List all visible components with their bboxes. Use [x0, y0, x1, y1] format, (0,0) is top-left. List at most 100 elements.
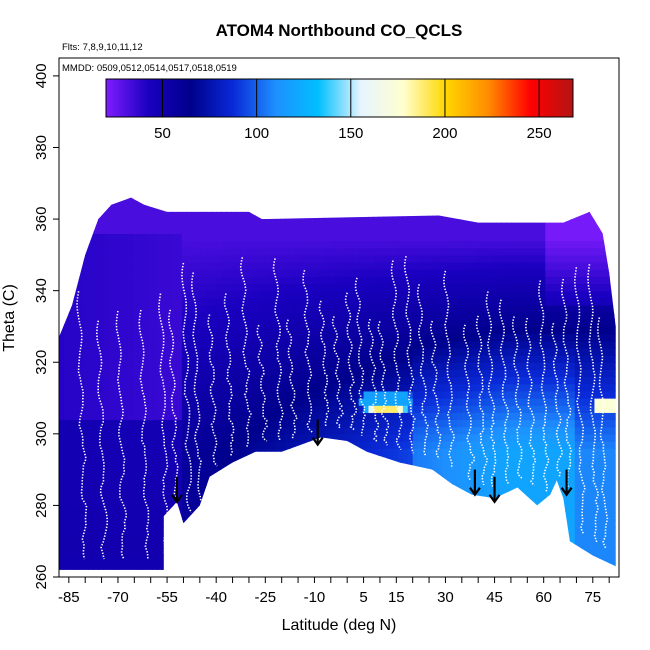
- heatmap-cell: [284, 476, 291, 485]
- heatmap-cell: [201, 491, 207, 499]
- heatmap-cell: [122, 197, 129, 199]
- heatmap-cell: [113, 247, 119, 256]
- heatmap-cell: [456, 254, 463, 263]
- heatmap-cell: [142, 519, 149, 528]
- heatmap-cell: [235, 233, 242, 242]
- heatmap-cell: [181, 491, 188, 499]
- heatmap-cell: [461, 262, 468, 270]
- heatmap-cell: [275, 262, 281, 270]
- heatmap-cell: [270, 383, 276, 392]
- heatmap-cell: [299, 548, 306, 557]
- heatmap-cell: [211, 211, 217, 220]
- heatmap-cell: [412, 355, 419, 363]
- heatmap-cell: [329, 340, 335, 349]
- heatmap-cell: [211, 283, 217, 292]
- heatmap-cell: [432, 297, 438, 306]
- heatmap-cell: [171, 383, 178, 392]
- heatmap-cell: [373, 290, 379, 299]
- heatmap-cell: [221, 412, 227, 421]
- heatmap-cell: [304, 312, 311, 320]
- heatmap-cell: [397, 369, 404, 378]
- heatmap-cell: [98, 419, 104, 428]
- heatmap-cell: [211, 534, 217, 542]
- heatmap-cell: [402, 448, 409, 456]
- heatmap-cell: [59, 283, 65, 292]
- heatmap-cell: [314, 297, 320, 306]
- heatmap-cell: [226, 548, 232, 557]
- heatmap-cell: [442, 398, 448, 406]
- heatmap-cell: [245, 426, 252, 435]
- heatmap-cell: [388, 254, 394, 263]
- heatmap-cell: [319, 226, 325, 234]
- heatmap-cell: [245, 483, 252, 492]
- heatmap-cell: [88, 219, 94, 227]
- heatmap-cell: [255, 562, 262, 570]
- heatmap-cell: [98, 390, 104, 399]
- heatmap-cell: [432, 211, 438, 220]
- heatmap-cell: [167, 412, 173, 421]
- heatmap-cell: [456, 333, 463, 342]
- heatmap-cell: [324, 505, 330, 514]
- heatmap-cell: [476, 204, 483, 213]
- heatmap-cell: [117, 204, 124, 213]
- heatmap-cell: [127, 304, 134, 313]
- heatmap-cell: [510, 476, 517, 485]
- heatmap-cell: [486, 398, 492, 406]
- heatmap-cell: [171, 297, 178, 306]
- heatmap-cell: [255, 398, 262, 406]
- heatmap-cell: [397, 355, 404, 363]
- heatmap-cell: [176, 541, 183, 549]
- heatmap-cell: [451, 262, 458, 270]
- heatmap-cell: [172, 570, 178, 578]
- heatmap-cell: [486, 390, 492, 399]
- heatmap-cell: [137, 519, 144, 528]
- heatmap-cell: [309, 376, 316, 385]
- heatmap-cell: [196, 498, 203, 507]
- heatmap-cell: [206, 254, 212, 263]
- heatmap-cell: [162, 362, 168, 370]
- heatmap-cell: [412, 412, 419, 421]
- heatmap-cell: [407, 211, 414, 220]
- heatmap-cell: [348, 269, 355, 277]
- heatmap-cell: [363, 390, 370, 399]
- heatmap-cell: [373, 247, 379, 256]
- heatmap-cell: [88, 534, 94, 542]
- heatmap-cell: [171, 390, 178, 399]
- heatmap-cell: [147, 211, 153, 220]
- heatmap-cell: [397, 304, 404, 313]
- heatmap-cell: [501, 462, 507, 471]
- heatmap-cell: [412, 541, 419, 549]
- heatmap-cell: [496, 254, 502, 263]
- heatmap-cell: [442, 491, 448, 499]
- heatmap-cell: [437, 541, 443, 549]
- heatmap-cell: [309, 197, 316, 199]
- heatmap-cell: [113, 433, 119, 442]
- heatmap-cell: [191, 426, 198, 435]
- heatmap-cell: [226, 541, 232, 549]
- heatmap-cell: [407, 462, 414, 471]
- heatmap-cell: [142, 197, 149, 206]
- heatmap-cell: [83, 340, 90, 349]
- heatmap-cell: [171, 312, 178, 320]
- heatmap-cell: [294, 326, 301, 335]
- heatmap-cell: [250, 398, 257, 406]
- heatmap-cell: [363, 326, 370, 335]
- heatmap-cell: [63, 526, 70, 535]
- heatmap-cell: [343, 340, 350, 349]
- heatmap-cell: [201, 276, 207, 285]
- heatmap-cell: [211, 333, 217, 342]
- heatmap-cell: [339, 570, 345, 578]
- heatmap-cell: [437, 355, 443, 363]
- heatmap-cell: [451, 197, 458, 199]
- heatmap-cell: [196, 340, 203, 349]
- heatmap-cell: [417, 233, 424, 242]
- heatmap-cell: [294, 548, 301, 557]
- heatmap-cell: [117, 219, 124, 227]
- heatmap-cell: [432, 362, 438, 370]
- heatmap-cell: [137, 362, 144, 370]
- heatmap-cell: [358, 390, 365, 399]
- heatmap-cell: [108, 383, 114, 392]
- heatmap-cell: [93, 383, 99, 392]
- heatmap-cell: [358, 262, 365, 270]
- heatmap-cell: [226, 269, 232, 277]
